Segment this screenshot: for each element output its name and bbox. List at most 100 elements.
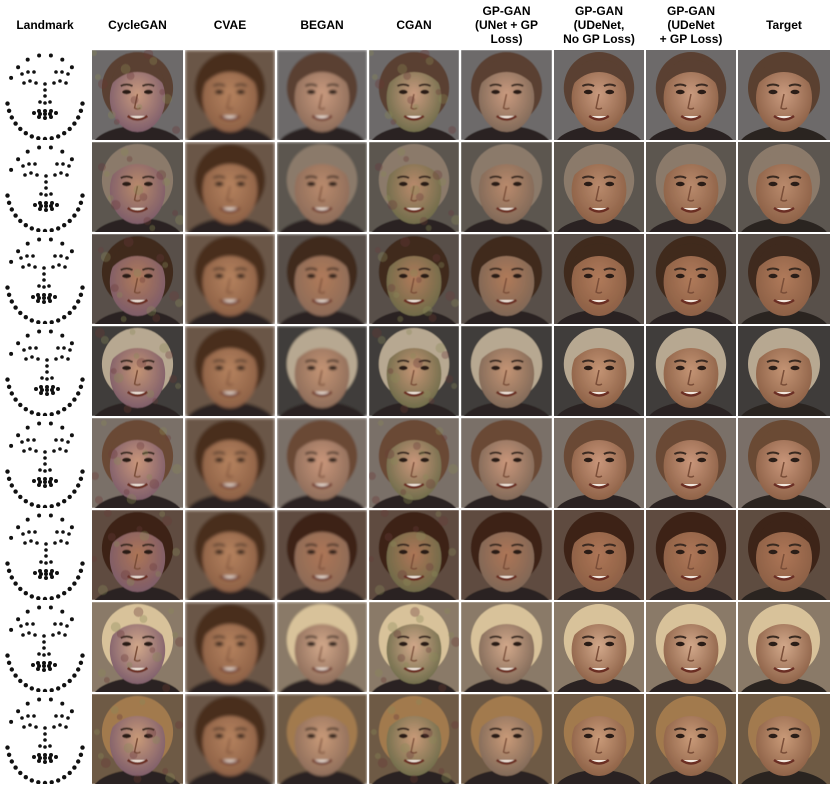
- cell-target-row-5: [738, 418, 830, 508]
- face-image: [554, 326, 644, 416]
- cell-cyclegan-row-5: [92, 418, 183, 508]
- face-image: [277, 326, 367, 416]
- face-image: [277, 142, 367, 232]
- face-image: [185, 234, 275, 324]
- cell-gpgan_unet_gp-row-2: [461, 142, 552, 232]
- face-image: [277, 234, 367, 324]
- cell-cgan-row-1: [369, 50, 459, 140]
- face-image: [738, 418, 830, 508]
- cell-landmark-row-1: [0, 50, 90, 140]
- face-image: [461, 694, 552, 784]
- cell-cyclegan-row-3: [92, 234, 183, 324]
- cell-target-row-2: [738, 142, 830, 232]
- cell-target-row-3: [738, 234, 830, 324]
- face-image: [646, 418, 736, 508]
- cell-gpgan_udenet_gp-row-4: [646, 326, 736, 416]
- cell-cyclegan-row-8: [92, 694, 183, 784]
- face-image: [369, 234, 459, 324]
- cell-began-row-4: [277, 326, 367, 416]
- face-image: [277, 602, 367, 692]
- cell-gpgan_udenet_nogp-row-4: [554, 326, 644, 416]
- landmark-dots-image: [5, 329, 85, 416]
- face-image: [738, 234, 830, 324]
- cell-gpgan_udenet_gp-row-6: [646, 510, 736, 600]
- landmark-dots-image: [5, 53, 85, 140]
- cell-gpgan_udenet_nogp-row-5: [554, 418, 644, 508]
- column-header-began: BEGAN: [300, 18, 344, 32]
- cell-began-row-6: [277, 510, 367, 600]
- column-header-gpgan-udenet-nogp: GP-GAN (UDeNet, No GP Loss): [563, 4, 635, 46]
- cell-gpgan_unet_gp-row-1: [461, 50, 552, 140]
- cell-gpgan_unet_gp-row-8: [461, 694, 552, 784]
- cell-cgan-row-4: [369, 326, 459, 416]
- cell-cvae-row-2: [185, 142, 275, 232]
- cell-cyclegan-row-4: [92, 326, 183, 416]
- cell-landmark-row-5: [0, 418, 90, 508]
- face-image: [738, 602, 830, 692]
- face-image: [461, 602, 552, 692]
- column-header-cgan: CGAN: [396, 18, 432, 32]
- landmark-dots-image: [5, 421, 85, 508]
- cell-target-row-8: [738, 694, 830, 784]
- cell-cvae-row-8: [185, 694, 275, 784]
- cell-landmark-row-6: [0, 510, 90, 600]
- cell-cvae-row-3: [185, 234, 275, 324]
- landmark-dots-image: [5, 605, 85, 692]
- cell-cgan-row-7: [369, 602, 459, 692]
- face-image: [92, 50, 183, 140]
- face-image: [185, 142, 275, 232]
- cell-gpgan_udenet_nogp-row-1: [554, 50, 644, 140]
- face-image: [646, 694, 736, 784]
- face-image: [554, 50, 644, 140]
- face-image: [461, 326, 552, 416]
- face-image: [554, 602, 644, 692]
- cell-cvae-row-7: [185, 602, 275, 692]
- cell-landmark-row-2: [0, 142, 90, 232]
- cell-cyclegan-row-1: [92, 50, 183, 140]
- cell-began-row-1: [277, 50, 367, 140]
- face-image: [461, 50, 552, 140]
- face-image: [738, 326, 830, 416]
- cell-landmark-row-8: [0, 694, 90, 784]
- face-image: [554, 142, 644, 232]
- cell-cvae-row-6: [185, 510, 275, 600]
- column-header-cvae: CVAE: [213, 18, 247, 32]
- cell-cgan-row-2: [369, 142, 459, 232]
- cell-gpgan_udenet_nogp-row-7: [554, 602, 644, 692]
- cell-began-row-5: [277, 418, 367, 508]
- cell-gpgan_unet_gp-row-5: [461, 418, 552, 508]
- face-image: [92, 142, 183, 232]
- column-header-landmark: Landmark: [16, 18, 74, 32]
- face-image: [738, 50, 830, 140]
- face-image: [277, 510, 367, 600]
- face-image: [92, 234, 183, 324]
- face-image: [277, 694, 367, 784]
- cell-gpgan_udenet_nogp-row-2: [554, 142, 644, 232]
- face-image: [277, 418, 367, 508]
- face-image: [738, 142, 830, 232]
- face-image: [554, 694, 644, 784]
- face-image: [461, 418, 552, 508]
- cell-gpgan_udenet_gp-row-7: [646, 602, 736, 692]
- face-image: [369, 510, 459, 600]
- face-image: [461, 142, 552, 232]
- face-image: [369, 694, 459, 784]
- cell-cvae-row-4: [185, 326, 275, 416]
- cell-gpgan_udenet_gp-row-8: [646, 694, 736, 784]
- cell-gpgan_udenet_nogp-row-6: [554, 510, 644, 600]
- face-image: [461, 510, 552, 600]
- cell-target-row-4: [738, 326, 830, 416]
- face-image: [185, 510, 275, 600]
- cell-cgan-row-5: [369, 418, 459, 508]
- cell-target-row-1: [738, 50, 830, 140]
- column-header-target: Target: [766, 18, 802, 32]
- face-image: [738, 694, 830, 784]
- cell-landmark-row-7: [0, 602, 90, 692]
- face-image: [369, 50, 459, 140]
- cell-gpgan_udenet_gp-row-5: [646, 418, 736, 508]
- cell-target-row-7: [738, 602, 830, 692]
- column-header-gpgan-unet-gp: GP-GAN (UNet + GP Loss): [474, 4, 538, 46]
- cell-landmark-row-3: [0, 234, 90, 324]
- cell-gpgan_unet_gp-row-4: [461, 326, 552, 416]
